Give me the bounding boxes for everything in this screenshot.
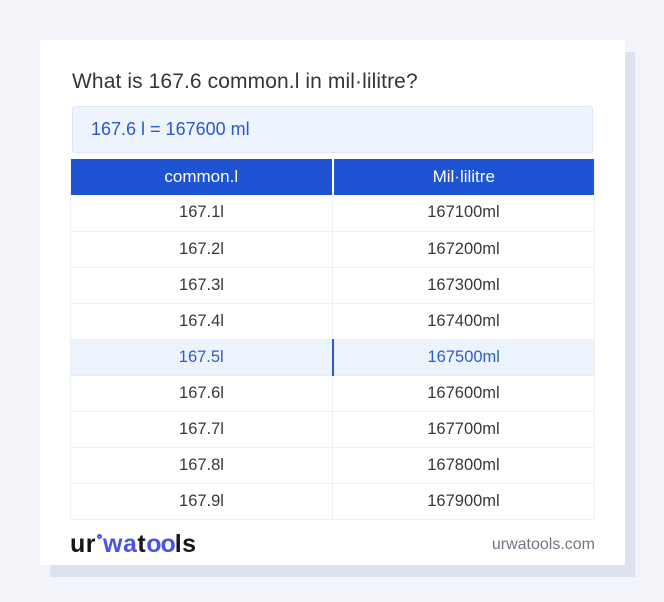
cell-millilitre: 167400ml [332, 303, 595, 340]
cell-millilitre: 167600ml [332, 375, 595, 412]
cell-millilitre: 167900ml [332, 483, 595, 520]
conversion-table: common.l Mil·lilitre 167.1l 167100ml 167.2… [70, 159, 595, 520]
table-header-common-l: common.l [70, 159, 334, 195]
site-domain-text: urwatools.com [491, 535, 595, 553]
cell-millilitre: 167100ml [332, 195, 595, 232]
logo-text-segment: ls [174, 530, 197, 558]
table-row[interactable]: 167.4l 167400ml [70, 303, 595, 340]
logo-text-segment: ur [70, 530, 96, 558]
table-row[interactable]: 167.1l 167100ml [70, 195, 595, 232]
logo-text-segment: t [137, 530, 147, 558]
table-row-highlighted[interactable]: 167.5l 167500ml [70, 339, 595, 376]
table-row[interactable]: 167.7l 167700ml [70, 411, 595, 448]
cell-common-l: 167.7l [70, 411, 333, 448]
cell-millilitre: 167200ml [332, 231, 595, 268]
table-row[interactable]: 167.3l 167300ml [70, 267, 595, 304]
cell-common-l: 167.5l [70, 339, 334, 376]
conversion-table-body: 167.1l 167100ml 167.2l 167200ml 167.3l 167300… [70, 195, 595, 520]
cell-common-l: 167.2l [70, 231, 333, 268]
logo-text-segment: oo [146, 530, 176, 558]
cell-millilitre: 167800ml [332, 447, 595, 484]
conversion-answer-text: 167.6 l = 167600 ml [91, 119, 250, 139]
table-row[interactable]: 167.9l 167900ml [70, 483, 595, 520]
table-row[interactable]: 167.2l 167200ml [70, 231, 595, 268]
cell-common-l: 167.3l [70, 267, 333, 304]
table-header-millilitre: Mil·lilitre [332, 159, 595, 195]
page-title: What is 167.6 common.l in mil·lilitre? [72, 70, 418, 93]
logo-text-segment: wa [103, 530, 138, 558]
urwatools-logo[interactable]: ur watools [70, 530, 197, 559]
cell-common-l: 167.8l [70, 447, 333, 484]
cell-common-l: 167.1l [70, 195, 333, 232]
cell-common-l: 167.6l [70, 375, 333, 412]
table-row[interactable]: 167.8l 167800ml [70, 447, 595, 484]
logo-ring-icon [97, 534, 102, 539]
table-header-row: common.l Mil·lilitre [70, 159, 595, 195]
cell-millilitre: 167500ml [332, 339, 595, 376]
card-footer: ur watools urwatools.com [70, 527, 595, 563]
cell-common-l: 167.4l [70, 303, 333, 340]
converter-card: What is 167.6 common.l in mil·lilitre? 1… [40, 40, 625, 565]
cell-common-l: 167.9l [70, 483, 333, 520]
cell-millilitre: 167300ml [332, 267, 595, 304]
cell-millilitre: 167700ml [332, 411, 595, 448]
table-row[interactable]: 167.6l 167600ml [70, 375, 595, 412]
conversion-answer-box: 167.6 l = 167600 ml [72, 106, 593, 153]
conversion-table-head: common.l Mil·lilitre [70, 159, 595, 195]
